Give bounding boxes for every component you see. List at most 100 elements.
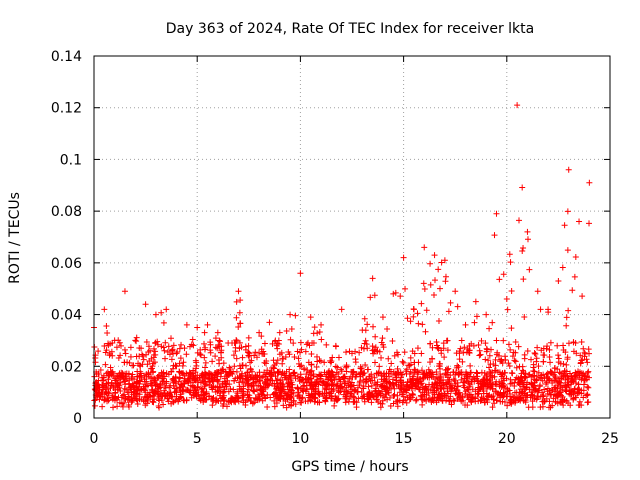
roti-point — [475, 342, 482, 349]
roti-point — [268, 370, 275, 377]
roti-point — [372, 359, 379, 366]
roti-point — [190, 375, 197, 382]
roti-point — [176, 345, 183, 352]
roti-point — [109, 368, 116, 375]
roti-point — [389, 381, 396, 388]
roti-point — [161, 387, 168, 394]
roti-point — [418, 367, 425, 374]
roti-point — [118, 400, 125, 407]
roti-point — [534, 395, 541, 402]
roti-point — [332, 343, 339, 350]
roti-point — [532, 377, 539, 384]
roti-point — [491, 373, 498, 380]
roti-point — [535, 363, 542, 370]
roti-point — [542, 380, 549, 387]
roti-point — [237, 365, 244, 372]
roti-point — [233, 355, 240, 362]
roti-point — [432, 277, 439, 284]
roti-point — [147, 373, 154, 380]
roti-point — [234, 394, 241, 401]
roti-point — [378, 384, 385, 391]
roti-point — [171, 385, 178, 392]
roti-point — [266, 381, 273, 388]
roti-point — [187, 375, 194, 382]
roti-point — [223, 381, 230, 388]
roti-point — [512, 358, 519, 365]
roti-point — [168, 356, 175, 363]
roti-point — [372, 333, 379, 340]
roti-point — [314, 330, 321, 337]
roti-point — [486, 352, 493, 359]
roti-point — [213, 396, 220, 403]
roti-peak-point — [132, 337, 139, 344]
roti-point — [492, 356, 499, 363]
roti-point — [434, 385, 441, 392]
roti-point — [322, 394, 329, 401]
roti-point — [297, 349, 304, 356]
roti-point — [147, 389, 154, 396]
roti-point — [127, 353, 134, 360]
roti-point — [400, 359, 407, 366]
roti-point — [423, 397, 430, 404]
roti-point — [305, 375, 312, 382]
roti-point — [544, 370, 551, 377]
roti-point — [540, 345, 547, 352]
roti-point — [207, 339, 214, 346]
roti-point — [363, 341, 370, 348]
roti-point — [289, 384, 296, 391]
roti-point — [509, 353, 516, 360]
roti-point — [421, 286, 428, 293]
roti-point — [277, 380, 284, 387]
roti-point — [116, 339, 123, 346]
roti-point — [183, 351, 190, 358]
roti-point — [511, 357, 518, 364]
roti-point — [104, 394, 111, 401]
roti-point — [308, 367, 315, 374]
roti-point — [386, 384, 393, 391]
roti-point — [230, 386, 237, 393]
roti-point — [236, 339, 243, 346]
roti-point — [430, 291, 437, 298]
roti-point — [546, 354, 553, 361]
roti-point — [297, 339, 304, 346]
roti-point — [136, 373, 143, 380]
roti-point — [349, 386, 356, 393]
roti-point — [274, 345, 281, 352]
roti-point — [163, 370, 170, 377]
roti-peak-point — [555, 277, 562, 284]
roti-point — [332, 363, 339, 370]
chart-title: Day 363 of 2024, Rate Of TEC Index for r… — [166, 21, 534, 37]
roti-peak-point — [369, 275, 376, 282]
roti-point — [313, 363, 320, 370]
roti-point — [316, 328, 323, 335]
roti-point — [296, 363, 303, 370]
roti-point — [137, 368, 144, 375]
roti-point — [487, 383, 494, 390]
roti-point — [419, 401, 426, 408]
roti-point — [518, 370, 525, 377]
roti-point — [491, 232, 498, 239]
roti-point — [391, 391, 398, 398]
roti-point — [450, 397, 457, 404]
roti-point — [394, 365, 401, 372]
roti-point — [290, 340, 297, 347]
roti-point — [188, 394, 195, 401]
roti-point — [546, 377, 553, 384]
roti-point — [399, 358, 406, 365]
roti-point — [194, 379, 201, 386]
roti-point — [547, 359, 554, 366]
roti-point — [220, 360, 227, 367]
roti-point — [585, 384, 592, 391]
roti-point — [280, 394, 287, 401]
roti-point — [383, 375, 390, 382]
roti-point — [201, 375, 208, 382]
roti-point — [501, 369, 508, 376]
roti-point — [190, 382, 197, 389]
roti-point — [499, 381, 506, 388]
roti-point — [493, 397, 500, 404]
roti-point — [151, 359, 158, 366]
roti-point — [477, 398, 484, 405]
roti-point — [162, 355, 169, 362]
roti-point — [555, 352, 562, 359]
roti-point — [569, 287, 576, 294]
